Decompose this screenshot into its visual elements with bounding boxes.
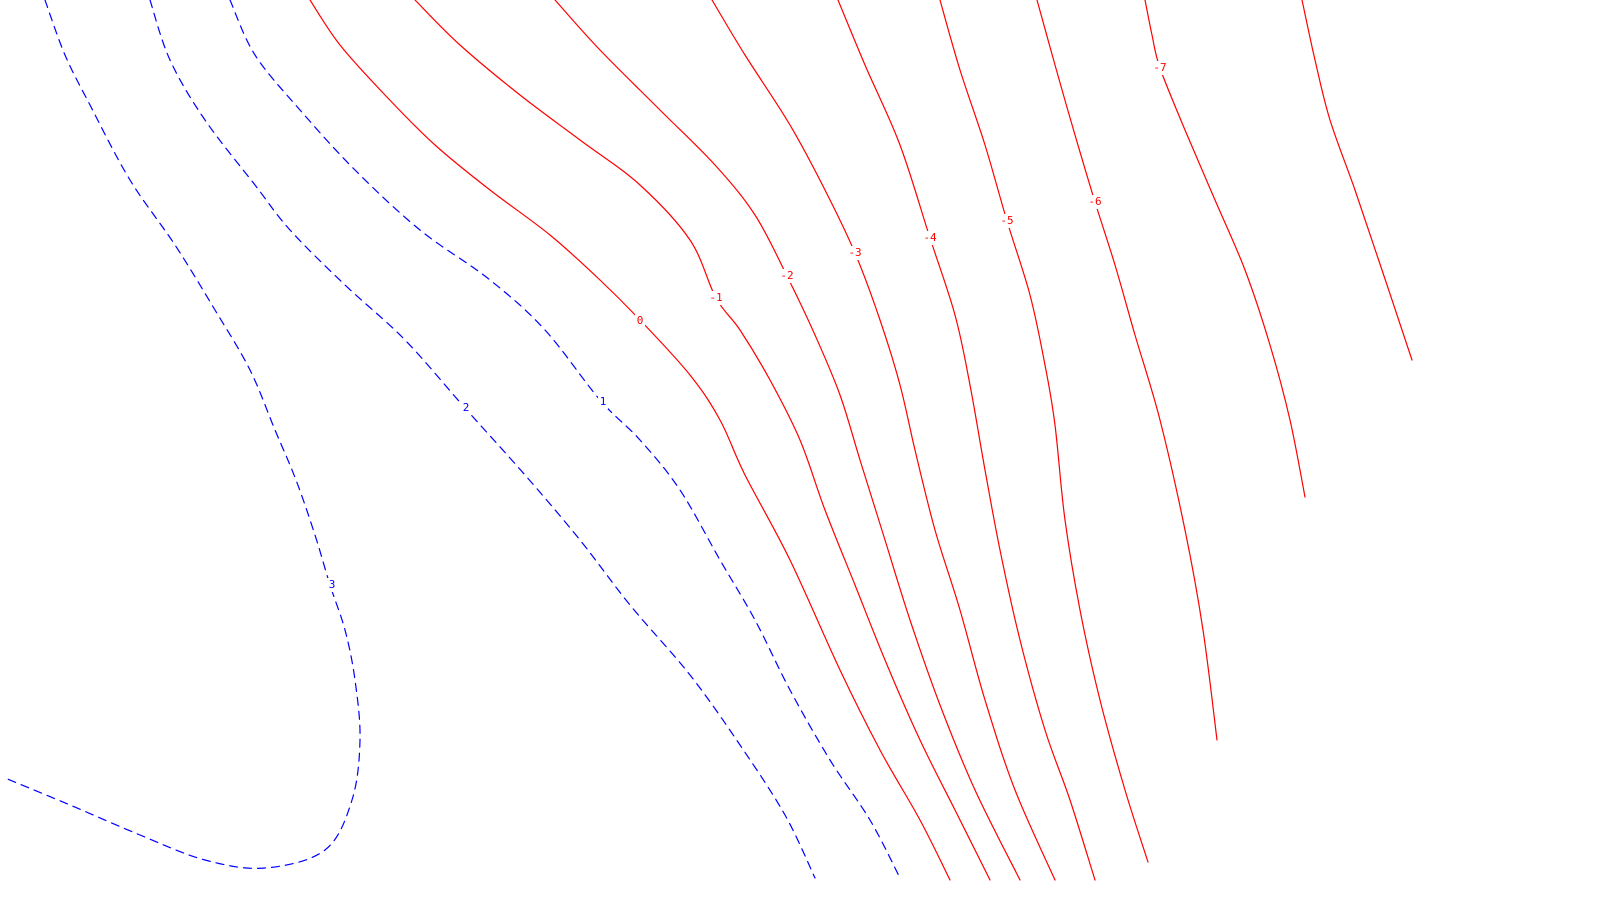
contour-line-neg7 xyxy=(1144,0,1306,498)
contour-line-neg3 xyxy=(711,0,1056,881)
contour-line-neg5 xyxy=(939,0,1149,863)
contour-label-2: 2 xyxy=(463,401,470,414)
contour-label-bg xyxy=(461,401,471,415)
contour-label-3: 3 xyxy=(329,578,336,591)
contour-label-bg xyxy=(922,231,938,245)
contour-label-neg2: -2 xyxy=(780,269,793,282)
contour-label-1: 1 xyxy=(600,395,607,408)
contour-line-3 xyxy=(4,0,361,869)
contour-label-bg xyxy=(327,578,337,592)
contour-label-bg xyxy=(708,291,724,305)
contour-label-neg3: -3 xyxy=(848,246,861,259)
contour-label-bg xyxy=(1087,195,1103,209)
contour-label-neg5: -5 xyxy=(1000,214,1013,227)
contour-line-neg4 xyxy=(837,0,1096,881)
contour-labels: 3 2 1 0 -1 -2 -3 -4 -5 -6 -7 xyxy=(327,61,1168,592)
contour-line-neg8 xyxy=(1301,0,1413,361)
contour-label-bg xyxy=(779,269,795,283)
contour-label-bg xyxy=(999,214,1015,228)
contour-label-neg7: -7 xyxy=(1153,61,1166,74)
contour-line-2 xyxy=(149,0,816,879)
contour-lines xyxy=(4,0,1413,881)
contour-label-neg4: -4 xyxy=(923,231,937,244)
contour-line-neg2 xyxy=(554,0,1021,881)
contour-label-neg6: -6 xyxy=(1088,195,1101,208)
contour-label-neg1: -1 xyxy=(709,291,722,304)
contour-label-bg xyxy=(598,395,608,409)
contour-line-neg1 xyxy=(414,0,991,881)
contour-line-1 xyxy=(229,0,901,879)
contour-label-bg xyxy=(1152,61,1168,75)
contour-label-bg xyxy=(847,246,863,260)
contour-line-0 xyxy=(309,0,951,881)
contour-label-0: 0 xyxy=(637,314,644,327)
contour-label-bg xyxy=(635,314,645,328)
contour-line-neg6 xyxy=(1036,0,1218,741)
